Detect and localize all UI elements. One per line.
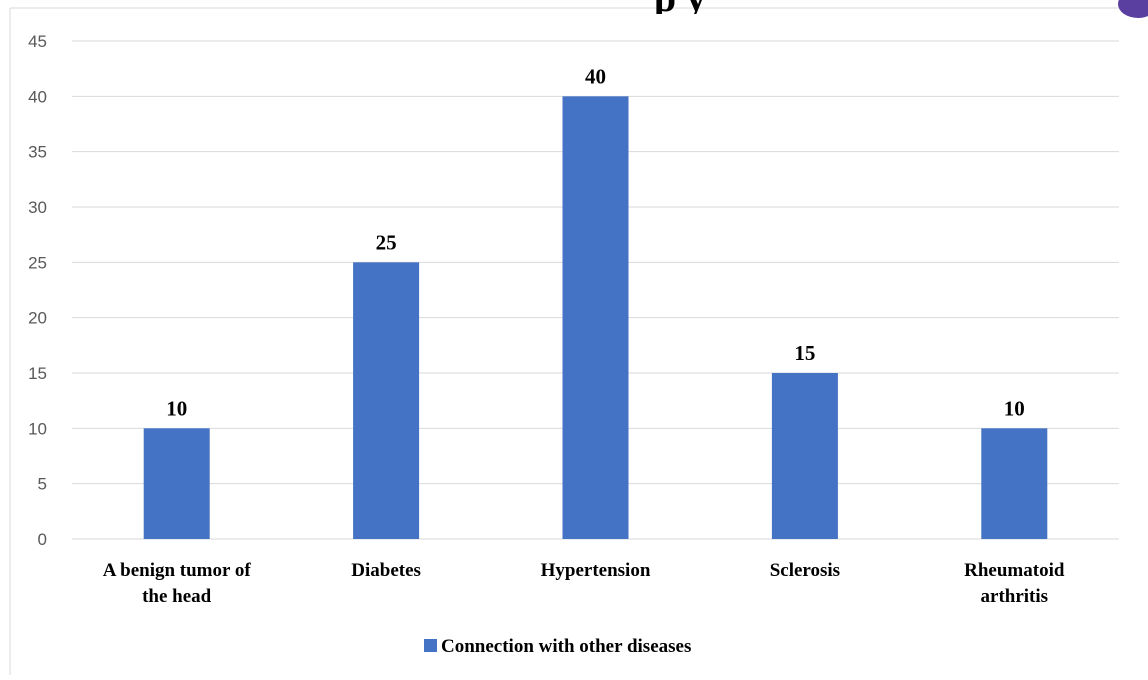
x-axis-labels: A benign tumor of the head Diabetes Hyperte…: [103, 560, 1065, 607]
y-tick-label: 20: [28, 309, 47, 328]
data-label-3: 15: [794, 341, 815, 365]
x-tick-label-0: A benign tumor of the head: [103, 560, 252, 607]
y-tick-label: 10: [28, 419, 47, 438]
y-tick-label: 35: [28, 143, 47, 162]
y-tick-label: 15: [28, 364, 47, 383]
data-labels: 10 25 40 15 10: [166, 64, 1025, 420]
corner-badge: [1118, 0, 1148, 18]
bars: [143, 96, 1048, 539]
x-tick-label-4: Rheumatoid arthritis: [964, 560, 1065, 607]
bar-3: [771, 373, 838, 539]
data-label-4: 10: [1004, 396, 1025, 420]
y-tick-label: 30: [28, 198, 47, 217]
x-tick-label-2: Hypertension: [541, 560, 651, 581]
x-tick-label-1: Diabetes: [351, 560, 421, 581]
legend: Connection with other diseases: [424, 636, 691, 657]
y-tick-label: 25: [28, 253, 47, 272]
bar-2: [562, 96, 629, 539]
y-tick-label: 5: [38, 475, 47, 494]
data-label-1: 25: [376, 230, 397, 254]
data-label-2: 40: [585, 64, 606, 88]
legend-label: Connection with other diseases: [441, 636, 691, 657]
x-tick-label-3: Sclerosis: [770, 560, 840, 581]
chart-title-fragment: p y: [420, 0, 940, 14]
y-tick-label: 40: [28, 87, 47, 106]
bar-0: [143, 428, 210, 539]
y-axis-ticks: 0 5 10 15 20 25 30 35 40 45: [28, 32, 47, 549]
bar-4: [981, 428, 1048, 539]
legend-swatch: [424, 639, 437, 652]
data-label-0: 10: [166, 396, 187, 420]
bar-1: [353, 262, 420, 539]
y-tick-label: 45: [28, 32, 47, 51]
y-tick-label: 0: [38, 530, 47, 549]
